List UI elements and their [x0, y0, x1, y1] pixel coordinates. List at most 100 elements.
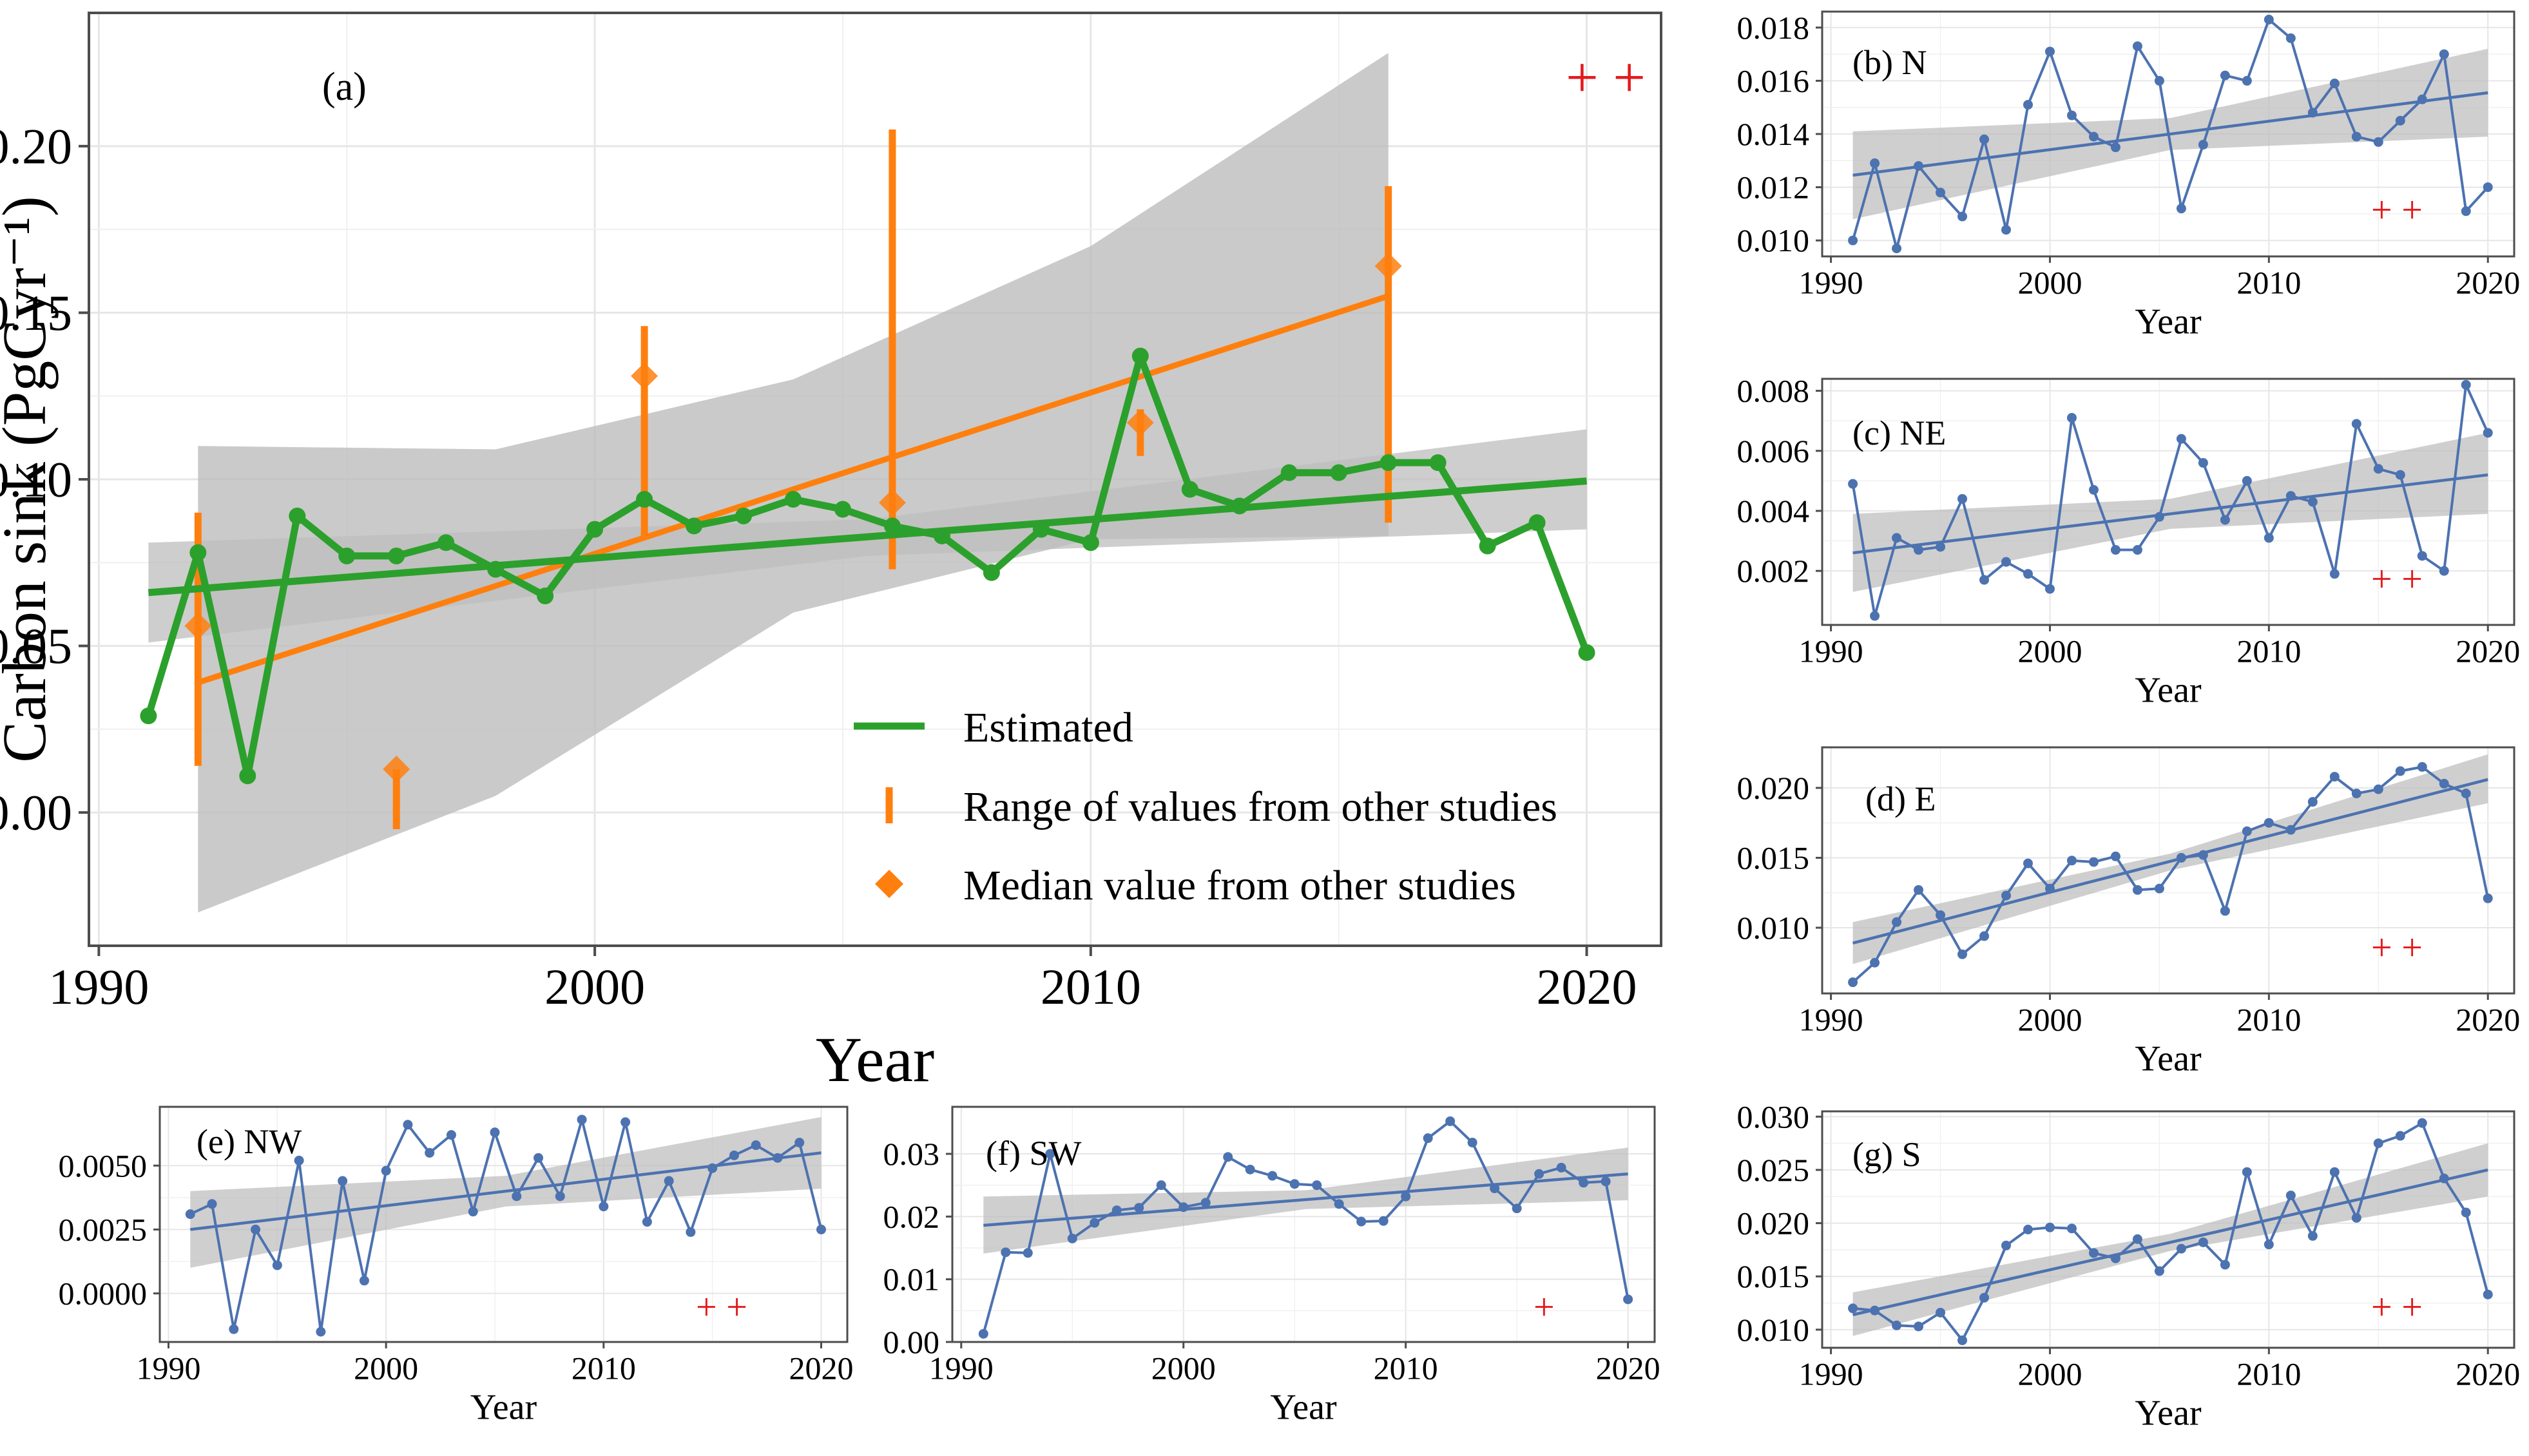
series-point-c: [2439, 566, 2449, 576]
series-point-e: [207, 1199, 217, 1209]
series-point-d: [1892, 917, 1902, 927]
legend-label: Median value from other studies: [963, 862, 1516, 909]
y-tick-label: 0.01: [883, 1261, 940, 1298]
series-point-c: [1892, 533, 1902, 543]
series-point-c: [1979, 575, 1990, 585]
x-tick-label: 2000: [2017, 633, 2082, 669]
estimated-point: [1181, 481, 1198, 498]
series-point-g: [2001, 1240, 2011, 1250]
plot-d: [1848, 754, 2493, 988]
series-point-c: [2044, 584, 2055, 594]
series-point-d: [2264, 818, 2274, 828]
series-point-e: [664, 1176, 674, 1186]
series-point-f: [1334, 1199, 1344, 1209]
series-point-b: [2373, 137, 2383, 147]
x-tick-label: 1990: [1799, 1002, 1863, 1038]
panel-a: Estimated Range of values from other stud…: [0, 12, 1662, 1095]
y-tick-label: 0.014: [1737, 116, 1810, 152]
series-point-e: [316, 1327, 326, 1337]
y-tick-label: 0.010: [1737, 222, 1810, 258]
estimated-point: [1528, 514, 1546, 532]
series-point-g: [2307, 1231, 2318, 1241]
series-point-b: [2154, 75, 2164, 86]
series-point-f: [1200, 1198, 1211, 1208]
series-point-f: [1223, 1152, 1233, 1162]
y-tick-label: 0.004: [1737, 493, 1810, 529]
x-tick-label: 1990: [1799, 1356, 1863, 1392]
series-point-e: [599, 1202, 609, 1212]
x-tick-label: 2010: [2236, 1002, 2301, 1038]
y-tick-label: 0.0050: [59, 1147, 148, 1183]
study-median-marker: [1126, 409, 1154, 437]
y-tick-label: 0.015: [1737, 1258, 1810, 1294]
series-point-e: [577, 1115, 587, 1125]
y-tick-label: 0.10: [0, 452, 72, 508]
panel-label-a: (a): [322, 65, 367, 109]
series-point-e: [707, 1163, 718, 1173]
estimated-point: [686, 517, 703, 535]
plot-e: [185, 1115, 826, 1337]
estimated-point: [487, 560, 505, 578]
x-tick-label: 2010: [572, 1350, 636, 1386]
trend-line-f: [983, 1172, 1628, 1227]
series-point-c: [2395, 470, 2405, 480]
series-point-g: [2154, 1266, 2164, 1276]
series-point-c: [2066, 413, 2077, 423]
y-tick-label: 0.010: [1737, 1312, 1810, 1348]
series-point-c: [1914, 545, 1924, 555]
series-point-g: [2439, 1173, 2449, 1183]
series-point-d: [2329, 772, 2340, 782]
series-point-f: [1556, 1162, 1566, 1173]
x-axis-title: Year: [2135, 1039, 2202, 1079]
series-point-c: [2285, 491, 2296, 501]
x-tick-label: 2020: [789, 1350, 853, 1386]
series-point-b: [1936, 187, 1946, 198]
y-tick-label: 0.15: [0, 285, 72, 341]
plot-c: [1848, 379, 2493, 621]
estimated-point: [735, 507, 753, 524]
series-point-c: [2001, 557, 2011, 567]
series-point-f: [1401, 1191, 1411, 1202]
y-tick-label: 0.015: [1737, 839, 1810, 876]
x-tick-label: 1990: [1799, 633, 1863, 669]
x-tick-label: 2020: [2456, 633, 2520, 669]
series-point-e: [229, 1324, 239, 1334]
series-point-e: [468, 1207, 478, 1217]
series-point-f: [1467, 1137, 1477, 1147]
significance-marker-a: + +: [1566, 46, 1646, 110]
series-point-g: [2461, 1207, 2471, 1218]
series-point-c: [2373, 464, 2383, 474]
series-point-g: [2132, 1234, 2142, 1244]
estimated-point: [438, 534, 455, 551]
series-point-f: [1134, 1203, 1144, 1213]
x-tick-label: 1990: [1799, 265, 1863, 301]
estimated-trend-line: [148, 477, 1587, 597]
study-median-marker: [1374, 253, 1402, 280]
confidence-band-c: [1852, 432, 2488, 592]
estimated-point: [1330, 464, 1347, 481]
y-tick-label: 0.002: [1737, 553, 1810, 589]
series-point-b: [2461, 206, 2471, 216]
series-point-d: [2307, 797, 2318, 807]
series-point-f: [1423, 1133, 1433, 1144]
panel-g: 1990 2000 2010 2020 0.010 0.015 0.020 0.025 0.03…: [1737, 1098, 2521, 1433]
series-point-f: [1178, 1202, 1189, 1212]
series-point-g: [1848, 1303, 1858, 1314]
series-point-f: [1378, 1216, 1389, 1226]
y-tick-label: 0.018: [1737, 10, 1810, 46]
x-tick-label: 2000: [2017, 265, 2082, 301]
series-point-f: [1490, 1183, 1500, 1194]
series-point-c: [2132, 545, 2142, 555]
series-point-g: [1957, 1335, 1968, 1345]
legend-label: Range of values from other studies: [963, 783, 1557, 830]
estimated-point: [933, 527, 950, 544]
series-point-f: [1512, 1203, 1522, 1214]
series-point-g: [2395, 1131, 2405, 1141]
series-point-c: [2176, 434, 2186, 444]
series-point-c: [1848, 479, 1858, 489]
estimated-point: [1380, 454, 1397, 472]
series-point-f: [1356, 1216, 1367, 1227]
series-point-e: [686, 1227, 696, 1237]
x-tick-label: 2010: [2236, 633, 2301, 669]
